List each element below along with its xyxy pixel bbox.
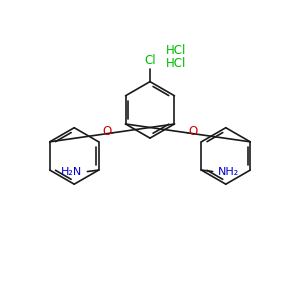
- Text: O: O: [102, 125, 112, 138]
- Text: HCl: HCl: [166, 57, 187, 70]
- Text: NH₂: NH₂: [218, 167, 239, 176]
- Text: Cl: Cl: [144, 54, 156, 67]
- Text: HCl: HCl: [166, 44, 187, 57]
- Text: O: O: [188, 125, 198, 138]
- Text: H₂N: H₂N: [61, 167, 82, 176]
